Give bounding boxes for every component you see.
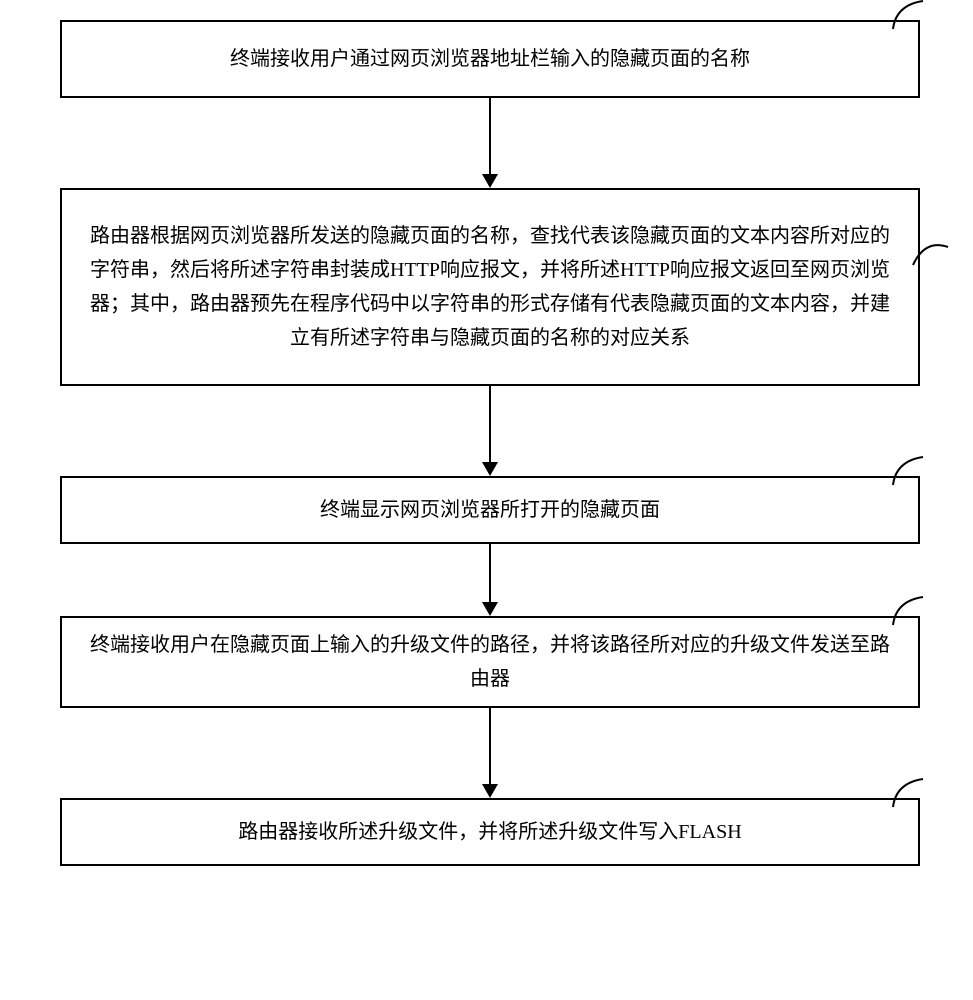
flow-arrow (60, 708, 920, 798)
step-text: 路由器接收所述升级文件，并将所述升级文件写入FLASH (238, 815, 741, 849)
label-curve-e (888, 775, 928, 810)
arrow-head-icon (482, 602, 498, 616)
step-text: 终端接收用户通过网页浏览器地址栏输入的隐藏页面的名称 (230, 42, 750, 76)
step-text: 路由器根据网页浏览器所发送的隐藏页面的名称，查找代表该隐藏页面的文本内容所对应的… (82, 219, 898, 355)
arrow-line (489, 386, 491, 464)
label-curve-b (910, 235, 950, 270)
flow-step-a: 终端接收用户通过网页浏览器地址栏输入的隐藏页面的名称 (60, 20, 920, 98)
flow-step-e: 路由器接收所述升级文件，并将所述升级文件写入FLASH (60, 798, 920, 866)
flow-step-d: 终端接收用户在隐藏页面上输入的升级文件的路径，并将该路径所对应的升级文件发送至路… (60, 616, 920, 708)
flow-arrow (60, 386, 920, 476)
label-curve-c (888, 453, 928, 488)
arrow-head-icon (482, 174, 498, 188)
flow-step-c: 终端显示网页浏览器所打开的隐藏页面 (60, 476, 920, 544)
label-curve-a (888, 0, 928, 32)
label-curve-d (888, 593, 928, 628)
step-text: 终端显示网页浏览器所打开的隐藏页面 (320, 493, 660, 527)
arrow-head-icon (482, 784, 498, 798)
flowchart-container: 终端接收用户通过网页浏览器地址栏输入的隐藏页面的名称 A 路由器根据网页浏览器所… (60, 20, 920, 866)
arrow-line (489, 708, 491, 786)
flow-arrow (60, 544, 920, 616)
arrow-head-icon (482, 462, 498, 476)
arrow-line (489, 544, 491, 604)
flow-step-b: 路由器根据网页浏览器所发送的隐藏页面的名称，查找代表该隐藏页面的文本内容所对应的… (60, 188, 920, 386)
arrow-line (489, 98, 491, 176)
flow-arrow (60, 98, 920, 188)
step-text: 终端接收用户在隐藏页面上输入的升级文件的路径，并将该路径所对应的升级文件发送至路… (82, 628, 898, 696)
